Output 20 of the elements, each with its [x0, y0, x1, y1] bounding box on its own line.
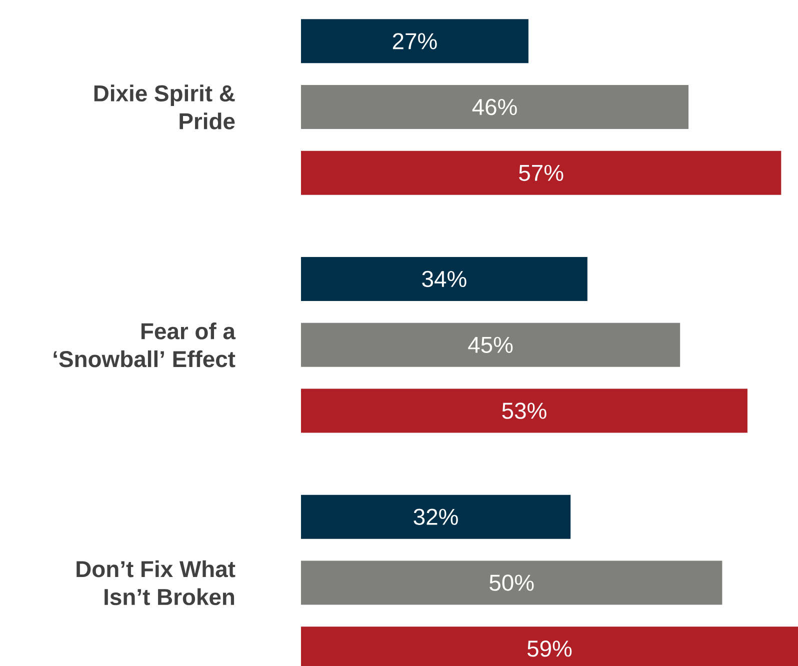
bar — [301, 560, 722, 605]
bar — [301, 322, 680, 367]
bar — [301, 494, 571, 539]
data-label: 32% — [414, 508, 458, 525]
data-label: 57% — [519, 164, 564, 181]
y-tick-label: Don’t Fix What Isn’t Broken — [76, 560, 236, 606]
data-label: 34% — [422, 270, 466, 288]
bar — [301, 85, 688, 130]
bar — [301, 19, 528, 64]
bar — [301, 257, 588, 302]
bar — [301, 388, 748, 433]
y-tick-label: Dixie Spirit & Pride — [94, 84, 235, 130]
y-tick-label: Fear of a ‘Snowball’ Effect — [54, 322, 236, 368]
data-label: 53% — [502, 402, 546, 419]
data-label: 50% — [490, 574, 534, 591]
data-label: 27% — [392, 33, 437, 50]
bar — [301, 150, 782, 195]
data-label: 46% — [472, 98, 517, 116]
data-label: 59% — [527, 640, 572, 657]
data-label: 45% — [468, 336, 513, 353]
